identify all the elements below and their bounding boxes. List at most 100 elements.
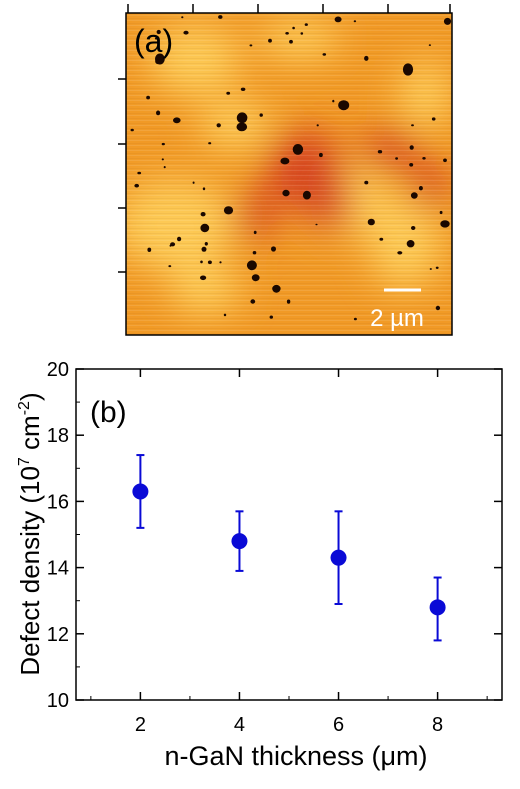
defect-dot	[137, 171, 142, 175]
defect-dot	[204, 242, 208, 246]
defect-dot	[147, 247, 152, 252]
defect-dot	[154, 37, 158, 40]
defect-dot	[338, 100, 350, 111]
defect-dot	[216, 123, 221, 128]
defect-dot	[200, 275, 207, 281]
defect-dot	[223, 206, 234, 215]
defect-dot	[161, 158, 164, 161]
defect-dot	[429, 268, 432, 270]
defect-dot	[161, 142, 165, 146]
defect-dot	[272, 284, 281, 293]
defect-dot	[134, 183, 139, 188]
defect-dot	[271, 246, 276, 252]
defect-dot	[259, 113, 263, 117]
defect-dot	[319, 152, 323, 158]
defect-dot	[170, 242, 176, 247]
y-tick-label: 18	[47, 425, 69, 447]
defect-dot	[334, 16, 342, 23]
defect-dot	[282, 189, 290, 197]
y-axis-ticks: 10 12 14 16 18 20	[47, 359, 502, 712]
x-tick-label: 8	[432, 714, 443, 736]
defect-dot	[411, 124, 414, 127]
data-points	[132, 454, 446, 642]
defect-dot	[332, 99, 335, 103]
defect-dot	[353, 20, 357, 23]
defect-dot	[239, 123, 245, 129]
defect-dot	[443, 158, 447, 163]
defect-dot	[443, 17, 452, 25]
defect-dot	[200, 223, 210, 233]
defect-dot	[269, 315, 273, 319]
y-tick-label: 16	[47, 491, 69, 513]
defect-dot	[289, 39, 293, 44]
defect-dot	[364, 55, 369, 61]
defect-dot	[402, 63, 414, 76]
defect-dot	[155, 53, 165, 65]
defect-dot	[410, 192, 418, 199]
data-marker	[330, 549, 347, 566]
defect-dot	[240, 87, 246, 92]
defect-dot	[173, 117, 181, 124]
x-axis-label: n-GaN thickness (μm)	[164, 741, 427, 771]
data-marker	[231, 533, 248, 550]
defect-dot	[252, 251, 257, 255]
y-tick-label: 20	[47, 359, 69, 381]
defect-dot	[246, 260, 257, 271]
y-axis-label: Defect density (107 cm-2)	[15, 392, 45, 675]
defect-dot	[292, 144, 304, 155]
x-tick-label: 4	[234, 714, 245, 736]
data-marker	[132, 483, 149, 500]
defect-dot	[428, 44, 431, 46]
defect-dot	[236, 112, 248, 124]
defect-dot	[130, 128, 134, 132]
defect-dot	[435, 305, 441, 311]
defect-dot	[440, 220, 450, 228]
defect-dot	[300, 32, 304, 35]
defect-dot	[249, 44, 253, 47]
data-marker	[429, 599, 446, 616]
afm-image	[126, 13, 452, 335]
defect-dot	[377, 150, 383, 154]
defect-dot	[219, 261, 222, 264]
defect-dot	[315, 223, 318, 226]
y-tick-label: 14	[47, 558, 69, 580]
defect-dot	[146, 95, 151, 100]
defect-dot	[292, 26, 295, 30]
defect-dot	[285, 32, 289, 35]
defect-dot	[367, 218, 375, 226]
plot-frame	[75, 368, 503, 701]
defect-dot	[439, 210, 443, 215]
defect-dot	[251, 274, 260, 282]
defect-dot	[422, 157, 426, 160]
defect-dot	[183, 30, 189, 35]
defect-dot	[406, 240, 415, 248]
defect-dot	[302, 190, 311, 200]
defect-dot	[395, 157, 398, 160]
afm-left-ticks	[118, 78, 126, 273]
defect-dot	[200, 260, 203, 264]
data-point	[330, 510, 347, 606]
y-tick-label: 10	[47, 690, 69, 712]
data-point	[231, 510, 248, 572]
y-tick-label: 12	[47, 624, 69, 646]
defect-dot	[226, 91, 231, 95]
defect-dot	[250, 299, 256, 304]
defect-dot	[280, 157, 290, 165]
defect-dot	[207, 260, 212, 265]
defect-dot	[156, 110, 161, 116]
afm-frame	[125, 12, 453, 336]
defect-dot	[208, 142, 212, 145]
defect-dot	[431, 117, 436, 121]
x-tick-label: 2	[135, 714, 146, 736]
defect-dot	[253, 230, 257, 235]
defect-dot	[168, 265, 172, 268]
defect-dot	[223, 313, 227, 317]
defect-dot	[316, 124, 319, 127]
defect-density-chart: 2 4 6 8 10 12 14 16 18 20 (b) n-GaN thickness (μ…	[0, 340, 520, 784]
defect-dot	[218, 15, 223, 19]
defect-dot	[201, 246, 207, 252]
defect-dot	[192, 181, 195, 184]
defect-dot	[163, 166, 166, 169]
panel-b-label: (b)	[90, 396, 127, 429]
defect-dot	[286, 299, 291, 304]
